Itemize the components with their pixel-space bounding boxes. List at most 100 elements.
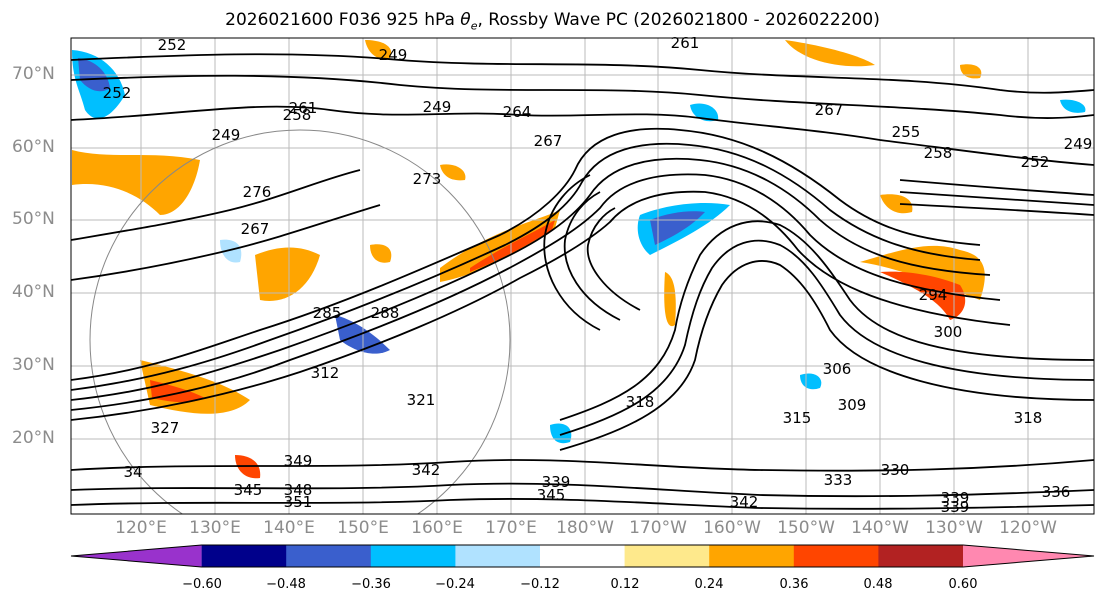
contour-line [71, 53, 1094, 94]
lon-label-180w: 180°W [556, 518, 614, 538]
contour-line [71, 482, 1094, 498]
contour-label: 339 [941, 489, 970, 507]
contour-line [71, 157, 991, 401]
contour-line [71, 142, 981, 391]
lon-label-150e: 150°E [337, 518, 389, 538]
pc-strong-positive-region [470, 220, 555, 272]
contour-line [71, 74, 1094, 119]
pc-positive-region [440, 164, 466, 181]
contour-label: 345 [537, 486, 566, 504]
pc-negative-region [800, 373, 822, 390]
contour-label: 342 [730, 493, 759, 511]
colorbar-bin [71, 545, 202, 567]
lat-label-60n: 60°N [12, 137, 55, 157]
contour-labels: 252 249 261 252 258 249 249 264 267 255 … [103, 34, 1093, 516]
contour-label: 267 [534, 132, 563, 150]
contour-label: 249 [1064, 135, 1093, 153]
contour-label: 258 [924, 144, 953, 162]
colorbar-tick-label: 0.12 [610, 577, 640, 592]
contour-label: 348 [284, 481, 313, 499]
contour-label: 273 [413, 170, 442, 188]
contour-label: 264 [503, 103, 532, 121]
colorbar-bin [370, 545, 456, 567]
colorbar-outline [70, 544, 1095, 568]
colorbar-bin [540, 545, 626, 567]
contour-label: 294 [919, 286, 948, 304]
contour-label: 349 [284, 452, 313, 470]
lat-label-70n: 70°N [12, 64, 55, 84]
contour-label: 34 [123, 463, 142, 481]
lat-label-30n: 30°N [12, 355, 55, 375]
contour-label: 252 [103, 84, 132, 102]
contour-line [899, 191, 1094, 206]
title-suffix: , Rossby Wave PC (2026021800 - 202602220… [477, 10, 880, 30]
contour-line [71, 190, 1011, 421]
gridlines [71, 38, 1094, 514]
contour-label: 276 [243, 183, 272, 201]
contour-label: 252 [1021, 153, 1050, 171]
contour-line [899, 203, 1094, 216]
colorbar-bin [878, 545, 964, 567]
contour-label: 339 [941, 498, 970, 516]
pc-positive-region [72, 150, 200, 215]
lon-label-130w: 130°W [925, 518, 983, 538]
colorbar-bin [201, 545, 287, 567]
contour-line [71, 105, 1094, 166]
contour-label: 285 [313, 304, 342, 322]
contour-label: 318 [626, 393, 655, 411]
lon-label-170e: 170°E [485, 518, 537, 538]
contour-label: 300 [934, 323, 963, 341]
lat-label-20n: 20°N [12, 428, 55, 448]
contour-label: 261 [289, 99, 318, 117]
lon-label-120w: 120°W [999, 518, 1057, 538]
lon-label-160e: 160°E [411, 518, 463, 538]
colorbar-tick-label: 0.48 [863, 577, 893, 592]
map-title: 2026021600 F036 925 hPa θe, Rossby Wave … [0, 10, 1105, 32]
colorbar-bin [455, 545, 541, 567]
contour-label: 318 [1014, 409, 1043, 427]
contour-label: 309 [838, 396, 867, 414]
lon-label-130e: 130°E [189, 518, 241, 538]
contour-label: 258 [283, 106, 312, 124]
contour-line [71, 459, 1094, 472]
map-frame [70, 37, 1095, 515]
contour-line [559, 239, 1094, 436]
contour-line [71, 169, 361, 241]
contour-label: 336 [1042, 483, 1071, 501]
theta-e-contours [71, 53, 1094, 510]
colorbar-tick-label: −0.24 [435, 577, 475, 592]
contour-label: 315 [783, 409, 812, 427]
contour-line [543, 174, 601, 331]
title-subscript: e [470, 19, 478, 33]
colorbar-bin [793, 545, 879, 567]
colorbar [70, 544, 1095, 568]
contour-label: 249 [379, 46, 408, 64]
contour-label: 345 [234, 481, 263, 499]
contour-label: 321 [407, 391, 436, 409]
contour-label: 333 [824, 471, 853, 489]
colorbar-tick-label: 0.36 [779, 577, 809, 592]
lon-label-140e: 140°E [263, 518, 315, 538]
pc-negative-region [550, 423, 572, 444]
contour-label: 342 [412, 461, 441, 479]
title-theta: θ [460, 10, 471, 30]
colorbar-bin [286, 545, 372, 567]
pc-positive-region [880, 194, 913, 214]
contour-label: 339 [542, 473, 571, 491]
lat-label-40n: 40°N [12, 282, 55, 302]
colorbar-tick-label: −0.36 [351, 577, 391, 592]
lat-label-50n: 50°N [12, 209, 55, 229]
colorbar-tick-label: 0.60 [948, 577, 978, 592]
contour-line [71, 498, 1094, 510]
pc-positive-region [255, 247, 320, 301]
contour-line [586, 207, 641, 311]
contour-line [71, 204, 381, 281]
contour-label: 327 [151, 419, 180, 437]
pc-positive-region [440, 210, 560, 282]
colorbar-tick-label: 0.24 [694, 577, 724, 592]
contour-label: 255 [892, 123, 921, 141]
contour-label: 267 [241, 220, 270, 238]
lon-label-160w: 160°W [703, 518, 761, 538]
pc-negative-region [220, 239, 242, 263]
